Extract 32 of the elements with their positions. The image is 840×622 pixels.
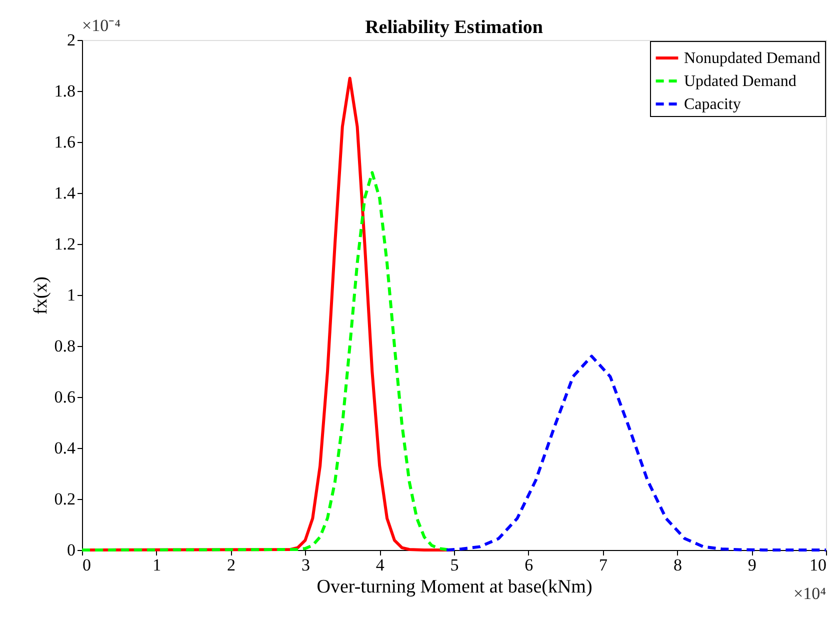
y-tick-label: 0 xyxy=(67,540,76,560)
x-tick-label: 8 xyxy=(673,556,682,574)
y-tick-label: 1.6 xyxy=(54,132,76,152)
x-tick-label: 6 xyxy=(524,556,534,574)
y-tick-label: 2 xyxy=(67,30,76,50)
x-tick-label: 4 xyxy=(376,556,385,574)
legend-label: Nonupdated Demand xyxy=(684,50,820,67)
legend-label: Capacity xyxy=(684,96,741,113)
y-axis-title: fx(x) xyxy=(30,276,52,314)
y-tick-label: 0.2 xyxy=(54,490,76,508)
x-axis-title: Over-turning Moment at base(kNm) xyxy=(316,576,592,598)
y-tick-label: 0.6 xyxy=(54,388,76,406)
y-tick-label: 0.8 xyxy=(54,336,76,356)
text: ×10⁴ xyxy=(793,584,826,603)
line-series xyxy=(80,171,456,552)
line-series xyxy=(445,354,828,552)
x-tick-label: 7 xyxy=(599,556,608,574)
y-tick-label: 0.4 xyxy=(54,438,76,458)
x-tick-label: 1 xyxy=(152,556,162,574)
y-tick-label: 1.8 xyxy=(54,82,76,100)
x-tick-label: 5 xyxy=(450,556,459,574)
y-tick-label: 1 xyxy=(67,286,76,304)
text: ×10⁻⁴ xyxy=(82,16,121,35)
x-tick-label: 9 xyxy=(748,556,756,574)
x-tick-label: 10 xyxy=(810,556,826,574)
y-tick-label: 1.2 xyxy=(54,234,76,254)
y-tick-label: 1.4 xyxy=(54,184,76,202)
x-tick-label: 3 xyxy=(301,556,310,574)
legend-label: Updated Demand xyxy=(684,73,796,90)
x-tick-label: 2 xyxy=(227,556,236,574)
chart-title: Reliability Estimation xyxy=(365,17,544,38)
x-tick-label: 0 xyxy=(82,556,91,574)
